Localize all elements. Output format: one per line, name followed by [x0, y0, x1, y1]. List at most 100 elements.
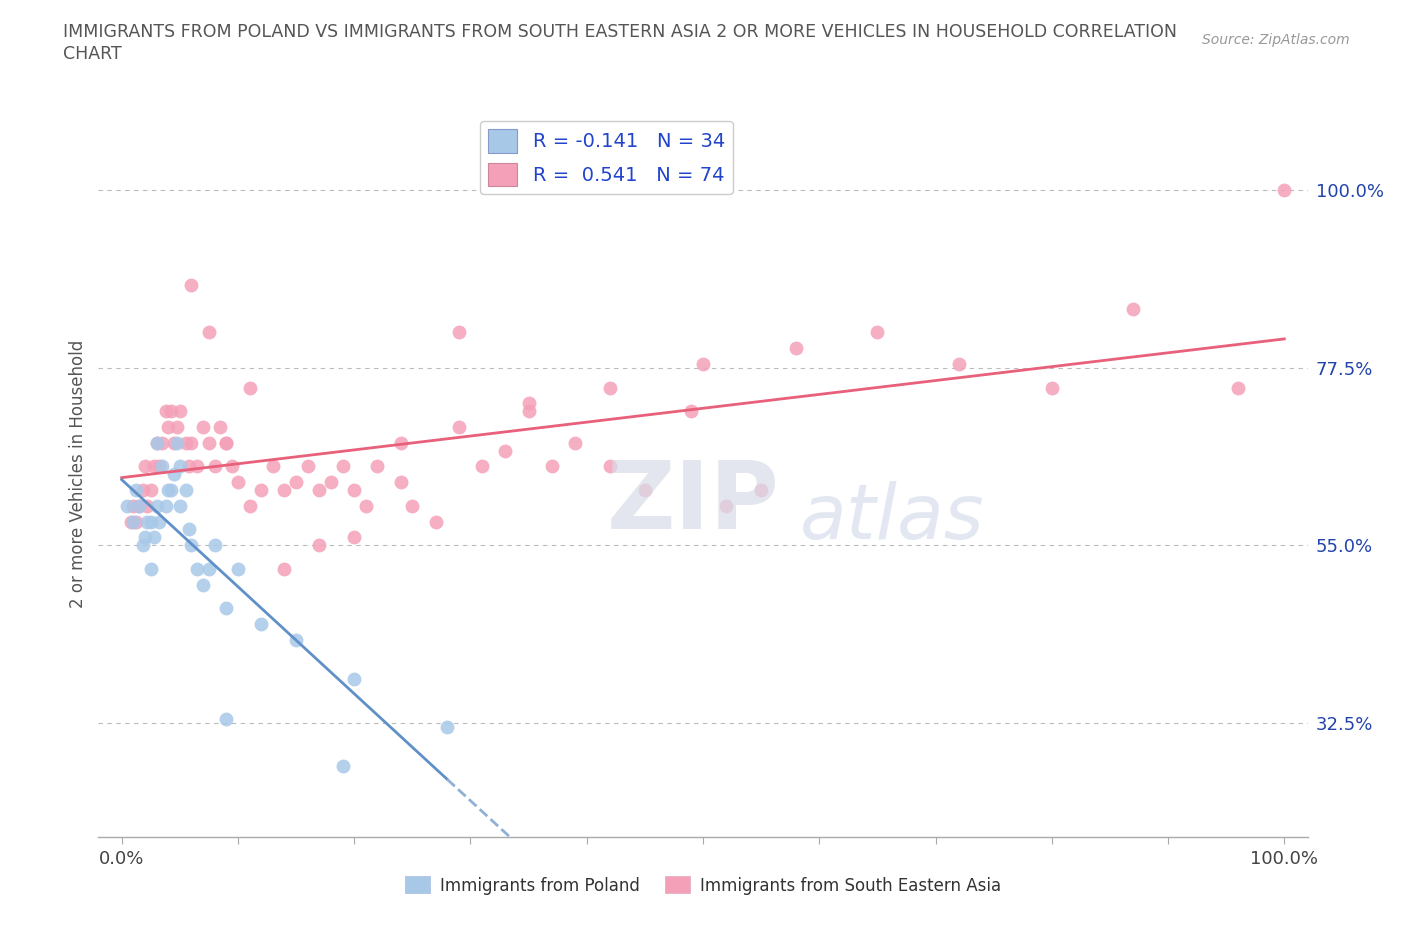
Point	[155, 498, 177, 513]
Point	[174, 435, 197, 450]
Point	[599, 459, 621, 474]
Point	[215, 601, 238, 616]
Y-axis label: 2 or more Vehicles in Household: 2 or more Vehicles in Household	[69, 340, 87, 608]
Point	[308, 483, 330, 498]
Point	[150, 435, 173, 450]
Point	[262, 459, 284, 474]
Point	[148, 514, 170, 529]
Point	[124, 514, 146, 529]
Point	[136, 514, 159, 529]
Point	[447, 419, 470, 434]
Point	[215, 435, 238, 450]
Point	[285, 632, 308, 647]
Point	[180, 538, 202, 552]
Point	[139, 514, 162, 529]
Point	[215, 711, 238, 726]
Point	[226, 474, 249, 489]
Point	[198, 325, 221, 339]
Point	[471, 459, 494, 474]
Point	[180, 435, 202, 450]
Point	[634, 483, 657, 498]
Point	[343, 483, 366, 498]
Point	[785, 340, 807, 355]
Point	[1122, 301, 1144, 316]
Point	[1226, 380, 1249, 395]
Point	[145, 435, 167, 450]
Point	[285, 474, 308, 489]
Point	[198, 435, 221, 450]
Point	[401, 498, 423, 513]
Point	[148, 459, 170, 474]
Point	[273, 562, 295, 577]
Point	[308, 538, 330, 552]
Legend: R = -0.141   N = 34, R =  0.541   N = 74: R = -0.141 N = 34, R = 0.541 N = 74	[479, 121, 733, 194]
Point	[1040, 380, 1063, 395]
Point	[174, 483, 197, 498]
Point	[159, 404, 181, 418]
Point	[226, 562, 249, 577]
Point	[145, 435, 167, 450]
Point	[163, 467, 186, 482]
Point	[128, 498, 150, 513]
Point	[159, 483, 181, 498]
Point	[866, 325, 889, 339]
Point	[332, 459, 354, 474]
Point	[120, 514, 142, 529]
Point	[131, 483, 153, 498]
Text: IMMIGRANTS FROM POLAND VS IMMIGRANTS FROM SOUTH EASTERN ASIA 2 OR MORE VEHICLES : IMMIGRANTS FROM POLAND VS IMMIGRANTS FRO…	[63, 23, 1177, 41]
Point	[191, 578, 214, 592]
Text: atlas: atlas	[800, 481, 984, 555]
Point	[143, 459, 166, 474]
Text: Source: ZipAtlas.com: Source: ZipAtlas.com	[1202, 33, 1350, 46]
Point	[389, 474, 412, 489]
Point	[134, 530, 156, 545]
Point	[204, 538, 226, 552]
Point	[517, 396, 540, 411]
Point	[749, 483, 772, 498]
Point	[564, 435, 586, 450]
Point	[250, 483, 273, 498]
Point	[517, 404, 540, 418]
Point	[319, 474, 342, 489]
Point	[134, 459, 156, 474]
Point	[215, 435, 238, 450]
Point	[166, 435, 188, 450]
Point	[599, 380, 621, 395]
Point	[540, 459, 562, 474]
Point	[155, 404, 177, 418]
Point	[447, 325, 470, 339]
Point	[948, 356, 970, 371]
Point	[221, 459, 243, 474]
Point	[139, 562, 162, 577]
Point	[169, 459, 191, 474]
Text: CHART: CHART	[63, 45, 122, 62]
Point	[343, 530, 366, 545]
Point	[186, 459, 208, 474]
Point	[389, 435, 412, 450]
Point	[169, 498, 191, 513]
Text: ZIP: ZIP	[606, 458, 779, 550]
Point	[122, 514, 145, 529]
Point	[136, 498, 159, 513]
Point	[150, 459, 173, 474]
Point	[332, 759, 354, 774]
Point	[163, 435, 186, 450]
Point	[122, 498, 145, 513]
Point	[143, 530, 166, 545]
Point	[425, 514, 447, 529]
Point	[1272, 183, 1295, 198]
Point	[209, 419, 232, 434]
Point	[191, 419, 214, 434]
Point	[239, 380, 262, 395]
Point	[366, 459, 388, 474]
Point	[273, 483, 295, 498]
Point	[343, 671, 366, 686]
Point	[494, 444, 516, 458]
Point	[239, 498, 262, 513]
Point	[681, 404, 703, 418]
Point	[169, 404, 191, 418]
Point	[250, 617, 273, 631]
Point	[157, 419, 180, 434]
Point	[139, 483, 162, 498]
Point	[436, 719, 458, 734]
